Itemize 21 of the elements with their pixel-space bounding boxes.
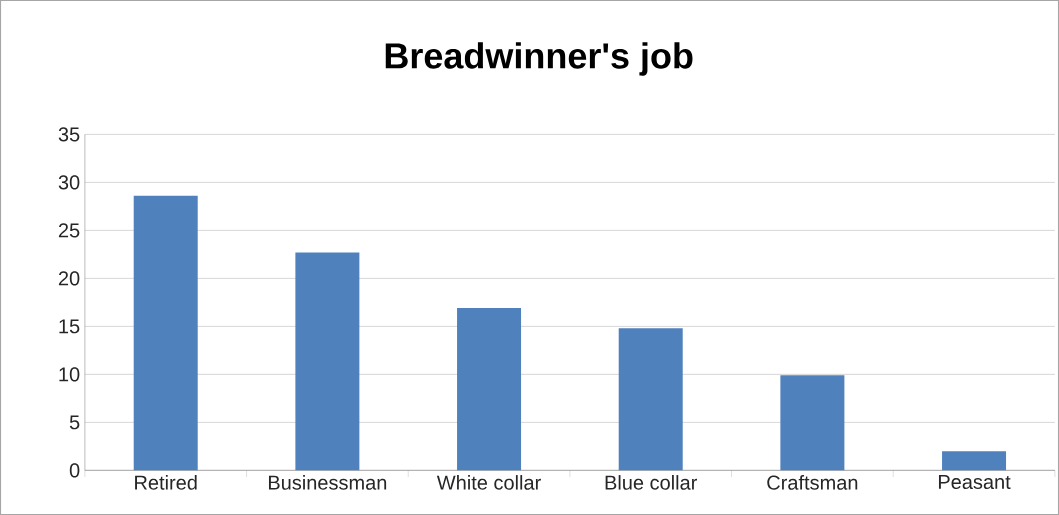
y-tick-label: 0 <box>69 463 80 478</box>
bar <box>942 451 1007 471</box>
bar <box>295 252 360 471</box>
x-tick-label: Businessman <box>268 475 387 490</box>
y-tick-label: 5 <box>69 415 80 430</box>
chart-title: Breadwinner's job <box>385 42 693 76</box>
x-tick-label: Retired <box>135 475 197 490</box>
x-tick-label: Blue collar <box>605 475 698 490</box>
y-tick-label: 10 <box>59 367 80 382</box>
y-tick-label: 30 <box>58 175 80 190</box>
x-tick-label: Craftsman <box>767 475 858 490</box>
y-tick-label: 15 <box>59 319 80 334</box>
x-tick-label: White collar <box>436 475 541 490</box>
y-tick-label: 35 <box>58 127 80 142</box>
bar <box>618 328 683 471</box>
y-tick-label: 20 <box>58 271 80 286</box>
bar <box>133 195 198 471</box>
x-tick-label: Peasant <box>938 475 1011 490</box>
bar <box>457 308 522 471</box>
bar <box>780 375 845 471</box>
y-tick-label: 25 <box>58 223 80 238</box>
